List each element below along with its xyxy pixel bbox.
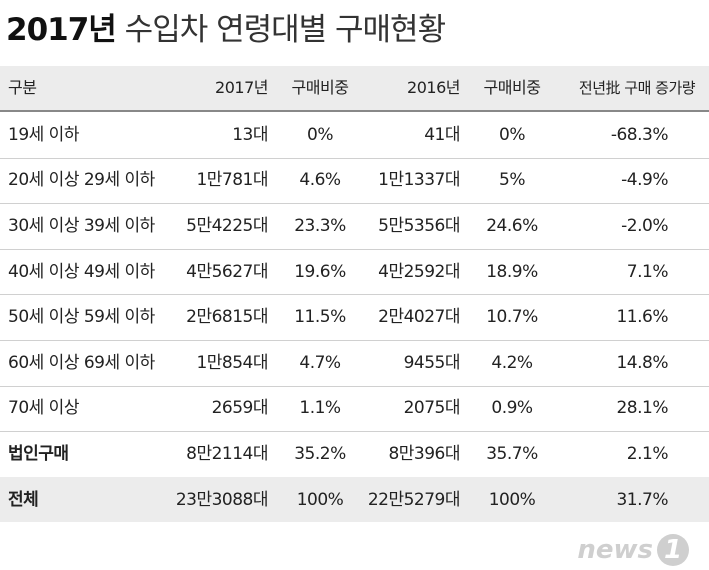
cell-value: 0% xyxy=(499,124,525,145)
cell-value: 0% xyxy=(307,124,333,145)
title-rest: 수입차 연령대별 구매현황 xyxy=(124,12,446,48)
title: 2017년 수입차 연령대별 구매현황 xyxy=(6,4,446,49)
cell-value: 4만5627대 xyxy=(186,261,268,282)
cell-value: 2만4027대 xyxy=(378,307,460,328)
row-label: 60세 이상 69세 이하 xyxy=(8,352,155,373)
cell-value: 11.6% xyxy=(616,307,668,328)
header-rule xyxy=(0,110,709,112)
cell-value: 100% xyxy=(488,489,536,510)
row-rule xyxy=(0,294,709,296)
column-header: 구매비중 xyxy=(483,78,541,97)
cell-value: 1만781대 xyxy=(196,170,268,191)
row-label: 40세 이상 49세 이하 xyxy=(8,261,155,282)
row-label: 70세 이상 xyxy=(8,398,79,419)
column-header: 2017년 xyxy=(215,78,268,97)
cell-value: 100% xyxy=(296,489,344,510)
row-rule xyxy=(0,203,709,205)
row-rule xyxy=(0,248,709,250)
cell-value: 5만5356대 xyxy=(378,216,460,236)
cell-value: 7.1% xyxy=(626,261,669,282)
cell-value: 4만2592대 xyxy=(378,261,460,282)
cell-value: 5만4225대 xyxy=(186,216,268,236)
row-label: 법인구매 xyxy=(8,444,69,464)
row-label: 19세 이하 xyxy=(8,124,79,145)
cell-value: 2659대 xyxy=(211,398,269,419)
cell-value: 8만396대 xyxy=(388,444,460,464)
cell-value: 41대 xyxy=(424,124,460,145)
column-header: 2016년 xyxy=(407,78,460,97)
total-band xyxy=(0,476,709,523)
row-rule xyxy=(0,157,709,159)
column-header: 전년批 구매 증가량 xyxy=(578,79,696,97)
row-label: 30세 이상 39세 이하 xyxy=(8,216,155,236)
cell-value: 35.7% xyxy=(486,444,538,464)
cell-value: -68.3% xyxy=(610,124,669,145)
cell-value: 2075대 xyxy=(403,398,461,419)
cell-value: 0.9% xyxy=(491,398,533,419)
cell-value: 24.6% xyxy=(486,216,538,236)
title-bold: 2017년 xyxy=(6,12,117,48)
cell-value: 4.2% xyxy=(491,352,533,373)
row-rule xyxy=(0,431,709,433)
cell-value: 1만1337대 xyxy=(378,170,460,191)
watermark: news 1 xyxy=(577,534,689,566)
cell-value: 9455대 xyxy=(403,352,461,373)
cell-value: 4.7% xyxy=(299,352,341,373)
column-header: 구분 xyxy=(8,78,37,97)
cell-value: 8만2114대 xyxy=(186,444,268,464)
cell-value: 18.9% xyxy=(486,261,538,282)
cell-value: 2.1% xyxy=(626,444,669,464)
cell-value: 1.1% xyxy=(299,398,341,419)
row-label: 20세 이상 29세 이하 xyxy=(8,170,155,191)
cell-value: 5% xyxy=(499,170,525,191)
cell-value: 35.2% xyxy=(294,444,346,464)
column-header: 구매비중 xyxy=(291,78,349,97)
header-band xyxy=(0,66,709,110)
cell-value: 23만3088대 xyxy=(175,489,269,510)
row-label: 50세 이상 59세 이하 xyxy=(8,307,155,328)
cell-value: 1만854대 xyxy=(196,352,268,373)
cell-value: 28.1% xyxy=(616,398,668,419)
cell-value: 13대 xyxy=(232,124,268,145)
cell-value: 22만5279대 xyxy=(367,489,461,510)
row-rule xyxy=(0,340,709,341)
cell-value: 4.6% xyxy=(299,170,341,191)
cell-value: 19.6% xyxy=(294,261,346,282)
cell-value: 11.5% xyxy=(294,307,346,328)
watermark-mark: 1 xyxy=(657,534,689,566)
row-label: 전체 xyxy=(8,489,39,510)
cell-value: -4.9% xyxy=(621,170,668,191)
cell-value: 31.7% xyxy=(616,489,668,510)
row-rule xyxy=(0,385,709,387)
cell-value: -2.0% xyxy=(621,216,668,236)
cell-value: 23.3% xyxy=(294,216,346,236)
cell-value: 14.8% xyxy=(616,352,668,373)
cell-value: 10.7% xyxy=(486,307,538,328)
watermark-text: news xyxy=(577,535,653,565)
cell-value: 2만6815대 xyxy=(186,307,268,328)
